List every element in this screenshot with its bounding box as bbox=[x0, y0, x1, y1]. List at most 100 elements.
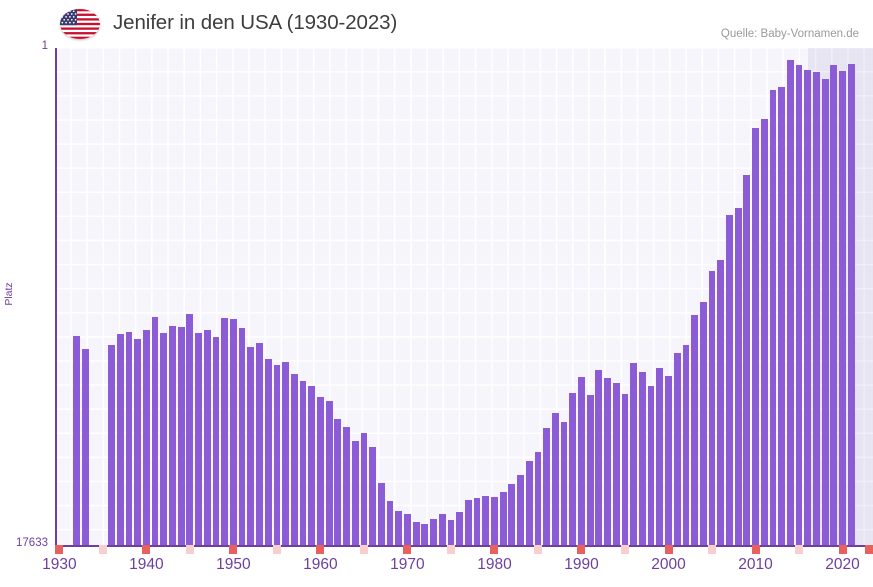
bar bbox=[473, 498, 481, 545]
x-tick-major bbox=[664, 545, 673, 554]
x-tick-minor bbox=[185, 545, 194, 554]
bar bbox=[560, 422, 568, 545]
bar bbox=[125, 332, 133, 545]
x-tick-major bbox=[316, 545, 325, 554]
bar bbox=[229, 319, 237, 545]
bar bbox=[595, 370, 603, 545]
bar bbox=[517, 475, 524, 545]
bar bbox=[195, 333, 202, 545]
x-axis-tick-label: 2010 bbox=[738, 556, 773, 573]
bar bbox=[830, 65, 838, 545]
bar bbox=[734, 208, 742, 545]
bar bbox=[160, 333, 168, 545]
x-axis-tick-label: 1930 bbox=[42, 556, 77, 573]
y-axis-line bbox=[55, 48, 57, 545]
bar bbox=[421, 524, 429, 545]
x-tick-major bbox=[490, 545, 499, 554]
x-tick-minor bbox=[446, 545, 455, 554]
x-tick-minor bbox=[708, 545, 716, 554]
bar bbox=[586, 395, 594, 545]
bar bbox=[177, 327, 185, 545]
bar bbox=[569, 393, 577, 545]
bar bbox=[247, 347, 255, 545]
x-tick-minor bbox=[359, 545, 368, 554]
bar bbox=[665, 376, 672, 545]
bar bbox=[726, 215, 733, 545]
bar bbox=[386, 501, 394, 545]
bar bbox=[682, 345, 690, 545]
bar bbox=[638, 372, 646, 545]
bar bbox=[647, 386, 655, 545]
bar bbox=[752, 128, 759, 545]
x-axis-tick-label: 2020 bbox=[825, 556, 860, 573]
bar bbox=[673, 353, 681, 545]
bar bbox=[656, 368, 664, 545]
bar bbox=[847, 64, 855, 545]
bar bbox=[395, 511, 403, 545]
bar bbox=[334, 419, 342, 545]
x-tick-major bbox=[403, 545, 412, 554]
bar bbox=[621, 394, 629, 545]
bar bbox=[430, 519, 437, 545]
x-axis-tick-label: 1960 bbox=[303, 556, 338, 573]
bar bbox=[578, 377, 585, 545]
bar bbox=[717, 260, 725, 545]
bar bbox=[456, 512, 464, 545]
bar bbox=[795, 65, 803, 545]
y-axis-title: Platz bbox=[3, 282, 15, 306]
x-tick-minor bbox=[272, 545, 281, 554]
bar bbox=[743, 175, 751, 545]
bar bbox=[464, 500, 472, 545]
bar bbox=[273, 365, 281, 545]
bar bbox=[491, 497, 498, 545]
bar bbox=[377, 483, 385, 545]
y-axis-label-bottom: 17633 bbox=[16, 537, 48, 549]
us-flag-icon bbox=[60, 9, 100, 39]
x-axis-line bbox=[55, 545, 873, 547]
bar bbox=[325, 401, 333, 545]
bar bbox=[317, 397, 324, 545]
bar bbox=[369, 447, 376, 545]
bar bbox=[630, 363, 638, 545]
bar bbox=[769, 90, 777, 545]
bar bbox=[438, 514, 446, 545]
x-tick-major bbox=[55, 545, 64, 554]
bar bbox=[343, 427, 350, 545]
x-tick-major bbox=[229, 545, 238, 554]
bar bbox=[221, 318, 229, 545]
x-tick-major bbox=[577, 545, 586, 554]
bar bbox=[821, 79, 829, 545]
x-tick-minor bbox=[98, 545, 107, 554]
x-axis-tick-label: 1940 bbox=[129, 556, 164, 573]
x-tick-minor bbox=[620, 545, 629, 554]
bar bbox=[708, 271, 716, 545]
bar bbox=[612, 383, 620, 545]
x-tick-major bbox=[142, 545, 151, 554]
x-tick-minor bbox=[533, 545, 542, 554]
bar-series bbox=[55, 48, 873, 545]
bar bbox=[447, 520, 455, 545]
bar bbox=[82, 349, 89, 545]
x-axis-tick-label: 2000 bbox=[651, 556, 686, 573]
bar bbox=[499, 492, 507, 545]
bar bbox=[351, 441, 359, 545]
x-tick-major bbox=[865, 545, 873, 554]
bar bbox=[238, 328, 246, 545]
bar bbox=[543, 428, 551, 545]
bar bbox=[308, 386, 316, 545]
bar bbox=[804, 70, 812, 545]
x-tick-minor bbox=[795, 545, 804, 554]
bar bbox=[290, 374, 298, 545]
bar bbox=[203, 330, 211, 545]
plot-area bbox=[55, 48, 873, 545]
bar bbox=[778, 87, 785, 545]
bar bbox=[691, 315, 698, 545]
bar bbox=[786, 60, 794, 545]
bar bbox=[760, 119, 768, 545]
bar bbox=[186, 314, 194, 545]
bar bbox=[299, 381, 307, 545]
bar bbox=[604, 378, 611, 545]
x-axis-tick-label: 1990 bbox=[564, 556, 599, 573]
source-attribution: Quelle: Baby-Vornamen.de bbox=[720, 28, 859, 40]
page-title: Jenifer in den USA (1930-2023) bbox=[113, 11, 398, 34]
